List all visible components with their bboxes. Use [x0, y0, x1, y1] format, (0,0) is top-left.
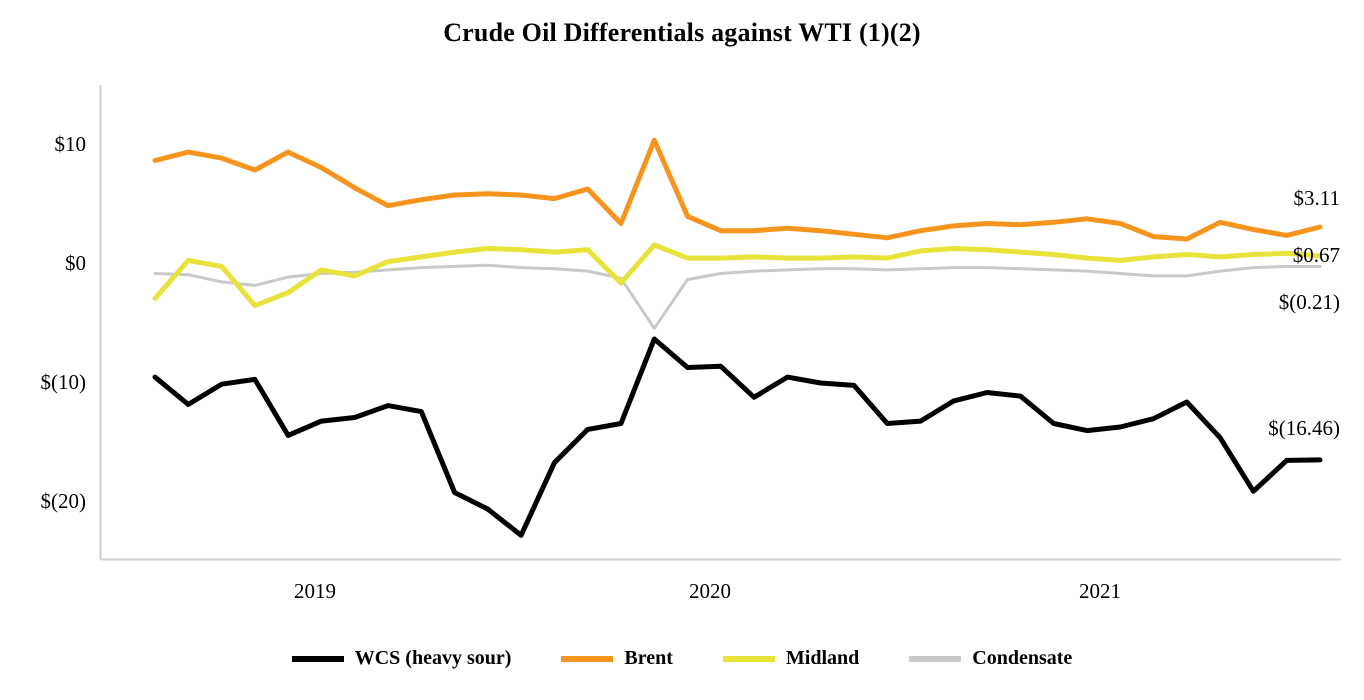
brent-line: [152, 137, 1323, 242]
wcs-line-swatch-icon: [291, 655, 344, 662]
y-tick-neg10: $(10): [40, 370, 87, 394]
midland-line-swatch-icon: [722, 655, 775, 662]
y-tick-neg20: $(20): [40, 489, 87, 513]
brent-line-swatch-icon: [561, 655, 614, 662]
legend-label-wcs: WCS (heavy sour): [354, 647, 512, 669]
legend-item-condensate: Condensate: [909, 647, 1072, 670]
midland-line: [152, 242, 1323, 309]
x-tick-2019: 2019: [294, 579, 336, 603]
legend-label-midland: Midland: [785, 647, 860, 669]
end-label-brent: $3.11: [1293, 186, 1340, 210]
condensate-line: [153, 263, 1322, 330]
x-tick-2021: 2021: [1079, 579, 1121, 603]
end-label-midland: $0.67: [1292, 243, 1340, 267]
condensate-line-swatch-icon: [909, 655, 962, 662]
y-tick-10: $10: [54, 132, 87, 156]
x-tick-2020: 2020: [689, 579, 731, 603]
chart-title: Crude Oil Differentials against WTI (1)(…: [443, 18, 921, 47]
legend-label-brent: Brent: [624, 647, 673, 669]
legend-item-brent: Brent: [561, 647, 673, 670]
legend-item-wcs: WCS (heavy sour): [291, 647, 512, 670]
y-tick-0: $0: [65, 251, 86, 275]
chart-legend: WCS (heavy sour) Brent Midland Condensat…: [0, 647, 1364, 670]
end-label-condensate: $(0.21): [1278, 290, 1340, 314]
legend-label-condensate: Condensate: [972, 647, 1073, 669]
wcs-heavy-sour-line: [152, 336, 1323, 538]
end-label-wcs: $(16.46): [1268, 416, 1340, 440]
legend-item-midland: Midland: [722, 647, 860, 670]
